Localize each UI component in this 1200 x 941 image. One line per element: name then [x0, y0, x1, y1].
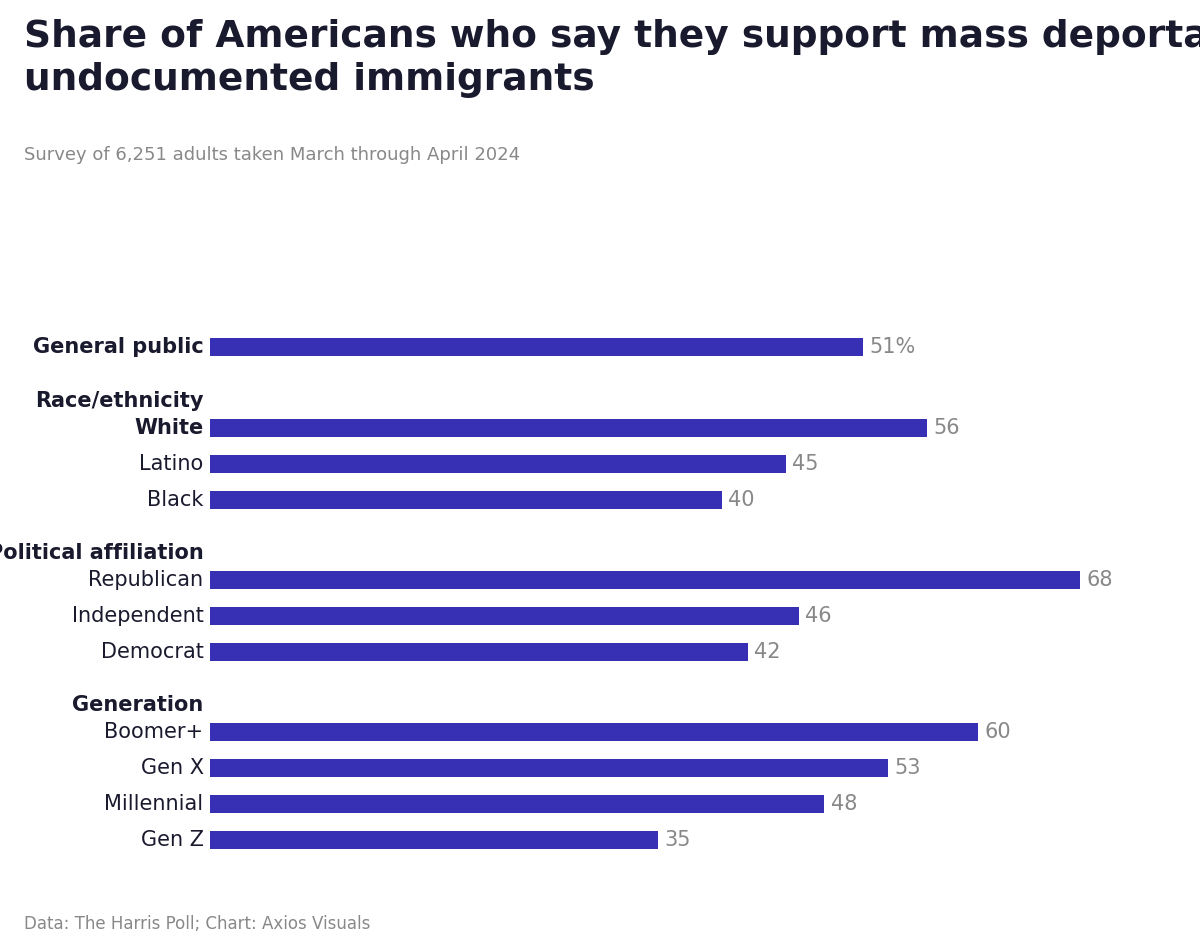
Text: 56: 56	[934, 418, 960, 438]
Text: 40: 40	[728, 489, 755, 510]
Text: 68: 68	[1087, 570, 1114, 590]
Bar	[210, 419, 926, 437]
Text: Independent: Independent	[72, 606, 204, 626]
Bar	[210, 571, 1080, 589]
Bar	[210, 455, 786, 472]
Bar	[210, 795, 824, 813]
Text: Republican: Republican	[89, 570, 204, 590]
Text: General public: General public	[32, 337, 204, 358]
Bar	[210, 759, 888, 777]
Text: Gen X: Gen X	[140, 758, 204, 778]
Text: Political affiliation: Political affiliation	[0, 543, 204, 563]
Text: Millennial: Millennial	[104, 794, 204, 814]
Text: Boomer+: Boomer+	[104, 722, 204, 742]
Text: Gen Z: Gen Z	[140, 830, 204, 850]
Text: 46: 46	[805, 606, 832, 626]
Text: 35: 35	[665, 830, 691, 850]
Text: 45: 45	[792, 454, 818, 473]
Bar	[210, 607, 799, 625]
Text: 51%: 51%	[869, 337, 916, 358]
Bar	[210, 831, 658, 849]
Text: Black: Black	[148, 489, 204, 510]
Text: Democrat: Democrat	[101, 642, 204, 662]
Bar	[210, 339, 863, 357]
Text: Generation: Generation	[72, 695, 204, 715]
Text: Race/ethnicity: Race/ethnicity	[35, 391, 204, 410]
Text: 53: 53	[895, 758, 922, 778]
Bar	[210, 723, 978, 741]
Text: White: White	[134, 418, 204, 438]
Bar	[210, 643, 748, 661]
Text: Share of Americans who say they support mass deportations of
undocumented immigr: Share of Americans who say they support …	[24, 19, 1200, 98]
Text: Latino: Latino	[139, 454, 204, 473]
Bar	[210, 490, 722, 508]
Text: 60: 60	[984, 722, 1012, 742]
Text: 42: 42	[754, 642, 780, 662]
Text: 48: 48	[830, 794, 857, 814]
Text: Data: The Harris Poll; Chart: Axios Visuals: Data: The Harris Poll; Chart: Axios Visu…	[24, 916, 371, 933]
Text: Survey of 6,251 adults taken March through April 2024: Survey of 6,251 adults taken March throu…	[24, 146, 520, 164]
